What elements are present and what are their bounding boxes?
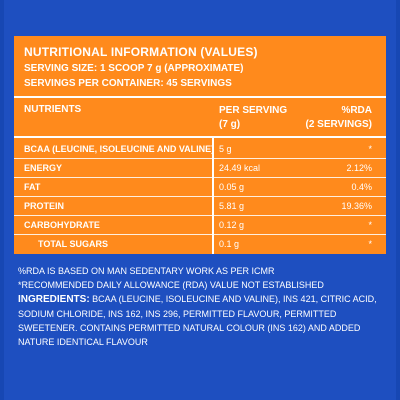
table-row: FAT 0.05 g 0.4% <box>14 178 386 196</box>
nutrient-rda: * <box>368 144 372 154</box>
nutrition-panel: NUTRITIONAL INFORMATION (VALUES) SERVING… <box>14 36 386 254</box>
nutrient-value: 5 g <box>219 144 232 154</box>
ingredients-block: INGREDIENTS: BCAA (LEUCINE, ISOLEUCINE A… <box>18 292 386 349</box>
panel-header: NUTRITIONAL INFORMATION (VALUES) SERVING… <box>14 36 386 96</box>
panel-title: NUTRITIONAL INFORMATION (VALUES) <box>24 45 258 59</box>
column-header-divider <box>14 136 386 138</box>
per-serving-label: PER SERVING <box>219 105 288 116</box>
rda-basis-servings: (2 SERVINGS) <box>305 119 373 130</box>
table-row: BCAA (LEUCINE, ISOLEUCINE AND VALINE) 5 … <box>14 140 386 158</box>
nutrient-name: CARBOHYDRATE <box>24 220 100 230</box>
nutrient-name: ENERGY <box>24 163 63 173</box>
per-serving-amount: (7 g) <box>219 119 241 130</box>
left-edge-strip <box>0 0 4 400</box>
rda-basis-note: %RDA IS BASED ON MAN SEDENTARY WORK AS P… <box>18 266 275 276</box>
row-divider <box>14 158 386 159</box>
nutrient-rda: * <box>368 220 372 230</box>
nutrient-name: BCAA (LEUCINE, ISOLEUCINE AND VALINE) <box>24 144 215 154</box>
row-divider <box>14 234 386 235</box>
row-divider <box>14 215 386 216</box>
table-row: TOTAL SUGARS 0.1 g * <box>14 235 386 253</box>
nutrient-value: 5.81 g <box>219 201 245 211</box>
nutrient-name: TOTAL SUGARS <box>38 239 109 249</box>
nutrient-name: PROTEIN <box>24 201 65 211</box>
nutrient-rda: 19.36% <box>341 201 372 211</box>
right-edge-strip <box>396 0 400 400</box>
nutrient-value: 0.12 g <box>219 220 245 230</box>
header-divider <box>14 96 386 98</box>
nutrient-value: 24.49 kcal <box>219 163 261 173</box>
column-header-rda: %RDA (2 SERVINGS) <box>306 104 373 132</box>
nutrient-rda: 2.12% <box>346 163 372 173</box>
row-divider <box>14 196 386 197</box>
table-column-headers: NUTRIENTS PER SERVING (7 g) %RDA (2 SERV… <box>14 98 386 136</box>
servings-per-container: SERVINGS PER CONTAINER: 45 SERVINGS <box>24 78 232 89</box>
nutrient-value: 0.1 g <box>219 239 240 249</box>
ingredients-label: INGREDIENTS: <box>18 294 90 305</box>
ingredients-text: BCAA (LEUCINE, ISOLEUCINE AND VALINE), I… <box>18 294 377 347</box>
column-header-nutrients: NUTRIENTS <box>24 104 82 115</box>
nutrient-rda: * <box>368 239 372 249</box>
nutrient-name: FAT <box>24 182 41 192</box>
nutrient-value: 0.05 g <box>219 182 245 192</box>
serving-size: SERVING SIZE: 1 SCOOP 7 g (APPROXIMATE) <box>24 63 244 74</box>
column-divider <box>212 136 214 254</box>
label-notes: %RDA IS BASED ON MAN SEDENTARY WORK AS P… <box>18 264 386 349</box>
table-row: CARBOHYDRATE 0.12 g * <box>14 216 386 234</box>
rda-label: %RDA <box>341 105 372 116</box>
row-divider <box>14 177 386 178</box>
table-row: PROTEIN 5.81 g 19.36% <box>14 197 386 215</box>
table-row: ENERGY 24.49 kcal 2.12% <box>14 159 386 177</box>
column-header-per-serving: PER SERVING (7 g) <box>219 104 287 132</box>
rda-not-established-note: *RECOMMENDED DAILY ALLOWANCE (RDA) VALUE… <box>18 280 324 290</box>
nutrient-rda: 0.4% <box>351 182 372 192</box>
